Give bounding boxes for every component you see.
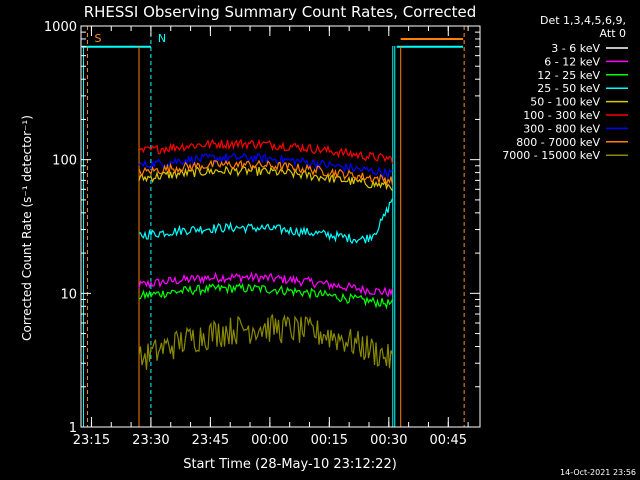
series-line <box>138 198 394 245</box>
y-axis-label: Corrected Count Rate (s⁻¹ detector⁻¹) <box>20 115 34 341</box>
x-tick-label: 23:30 <box>132 433 169 448</box>
x-tick-label: 00:30 <box>370 433 407 448</box>
x-tick-label: 00:00 <box>251 433 288 448</box>
series-line <box>138 282 394 310</box>
series-line <box>138 138 394 164</box>
x-tick-label: 00:45 <box>430 433 467 448</box>
legend-entry-label: 7000 - 15000 keV <box>502 149 600 162</box>
y-tick-label: 100 <box>52 154 77 169</box>
legend-entry-label: 12 - 25 keV <box>537 69 600 82</box>
y-tick-label: 10 <box>60 287 77 302</box>
legend-entry-label: 25 - 50 keV <box>537 82 600 95</box>
chart-title: RHESSI Observing Summary Count Rates, Co… <box>84 3 477 21</box>
flag-marker: N <box>158 32 166 45</box>
legend-header-line-1: Det 1,3,4,5,6,9, <box>540 14 626 27</box>
flag-marker: S <box>94 32 101 45</box>
legend-entry-label: 300 - 800 keV <box>523 122 600 135</box>
series-line <box>138 271 394 298</box>
x-tick-label: 23:15 <box>73 433 110 448</box>
legend-entry-label: 50 - 100 keV <box>530 96 600 109</box>
plot-frame: 1 10 100 1000 23:15 23:30 23:45 00:00 00:15 00:30… <box>44 20 481 448</box>
x-tick-label: 23:45 <box>192 433 229 448</box>
series-line <box>138 152 393 180</box>
y-tick-label: 1 <box>69 421 77 436</box>
series-line <box>138 165 393 192</box>
legend-entry-label: 3 - 6 keV <box>551 42 600 55</box>
series-line <box>138 314 394 370</box>
legend-entry-label: 6 - 12 keV <box>544 55 600 68</box>
series-line <box>138 159 394 187</box>
x-axis-label: Start Time (28-May-10 23:12:22) <box>183 457 397 472</box>
y-tick-label: 1000 <box>44 20 77 35</box>
legend-entry-label: 800 - 7000 keV <box>516 136 600 149</box>
x-tick-label: 00:15 <box>311 433 348 448</box>
legend-header-line-2: Att 0 <box>600 27 626 40</box>
axes-box <box>80 25 481 428</box>
timestamp: 14-Oct-2021 23:56 <box>560 468 636 477</box>
legend-entry-label: 100 - 300 keV <box>523 109 600 122</box>
